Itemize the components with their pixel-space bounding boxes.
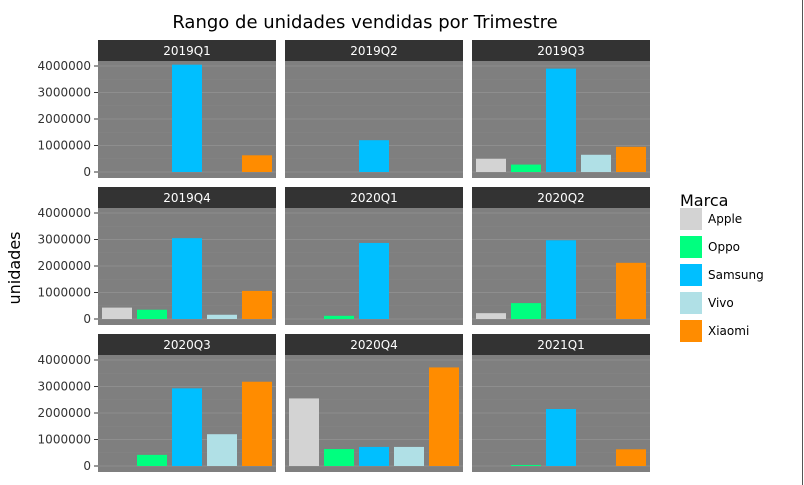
bar-2019q4-apple — [102, 307, 132, 319]
bar-2019q4-xiaomi — [242, 290, 272, 319]
legend-item-apple: Apple — [680, 208, 742, 230]
bar-2020q3-samsung — [172, 388, 202, 466]
y-tick-label: 2000000 — [38, 259, 91, 273]
y-axis: 0 1000000 2000000 3000000 4000000 — [38, 206, 98, 326]
bar-2019q2-samsung — [359, 140, 389, 172]
legend: Marca Apple Oppo Samsung Vivo Xiaomi — [680, 191, 764, 342]
bar-2020q3-oppo — [137, 454, 167, 466]
facet-panel-2020q4: 2020Q4 — [285, 334, 463, 472]
facet-strip-label: 2020Q4 — [350, 338, 398, 352]
y-axis: 0 1000000 2000000 3000000 4000000 — [38, 59, 98, 179]
legend-label: Oppo — [708, 240, 740, 254]
bar-2019q1-samsung — [172, 64, 202, 172]
legend-item-xiaomi: Xiaomi — [680, 320, 749, 342]
legend-swatch — [680, 292, 702, 314]
facet-strip-label: 2020Q2 — [537, 191, 585, 205]
legend-label: Apple — [708, 212, 742, 226]
facet-strip-label: 2019Q2 — [350, 44, 398, 58]
bar-2019q1-xiaomi — [242, 155, 272, 172]
bar-2019q3-vivo — [581, 154, 611, 172]
facet-strip-label: 2019Q1 — [163, 44, 211, 58]
y-tick-label: 1000000 — [38, 433, 91, 447]
bar-2019q4-vivo — [207, 314, 237, 319]
bar-2021q1-xiaomi — [616, 449, 646, 466]
facet-strip — [472, 334, 650, 355]
facet-panel-2020q1: 2020Q1 — [285, 187, 463, 325]
facet-panel-2021q1: 2021Q1 — [472, 334, 650, 472]
bar-2020q2-oppo — [511, 303, 541, 319]
facet-strip — [285, 187, 463, 208]
legend-swatch — [680, 208, 702, 230]
facet-strip — [98, 40, 276, 61]
bar-2020q3-xiaomi — [242, 381, 272, 466]
facet-panel-2020q3: 2020Q3 — [98, 334, 276, 472]
bar-2020q4-xiaomi — [429, 367, 459, 466]
y-tick-label: 0 — [83, 459, 91, 473]
bar-2020q2-apple — [476, 313, 506, 319]
y-tick-label: 1000000 — [38, 286, 91, 300]
y-tick-label: 2000000 — [38, 112, 91, 126]
bar-2019q4-samsung — [172, 238, 202, 319]
legend-item-samsung: Samsung — [680, 264, 764, 286]
facet-strip — [472, 40, 650, 61]
bar-2020q1-oppo — [324, 315, 354, 319]
y-axis: 0 1000000 2000000 3000000 4000000 — [38, 353, 98, 473]
bar-2019q3-xiaomi — [616, 146, 646, 172]
facet-strip-label: 2019Q4 — [163, 191, 211, 205]
bar-2019q4-oppo — [137, 309, 167, 319]
legend-item-vivo: Vivo — [680, 292, 734, 314]
y-tick-label: 0 — [83, 165, 91, 179]
legend-swatch — [680, 320, 702, 342]
bar-2021q1-samsung — [546, 409, 576, 466]
bar-2020q2-xiaomi — [616, 262, 646, 319]
bar-2019q3-samsung — [546, 68, 576, 172]
y-tick-label: 3000000 — [38, 86, 91, 100]
y-tick-label: 4000000 — [38, 59, 91, 73]
legend-swatch — [680, 264, 702, 286]
legend-items: Apple Oppo Samsung Vivo Xiaomi — [680, 208, 764, 342]
bar-2020q4-samsung — [359, 446, 389, 466]
y-tick-label: 4000000 — [38, 206, 91, 220]
y-tick-label: 3000000 — [38, 380, 91, 394]
bar-2020q4-vivo — [394, 446, 424, 466]
chart-title: Rango de unidades vendidas por Trimestre — [172, 12, 557, 33]
facet-strip — [285, 40, 463, 61]
facet-strip-label: 2020Q1 — [350, 191, 398, 205]
bar-2021q1-oppo — [511, 464, 541, 466]
legend-label: Vivo — [708, 296, 734, 310]
facet-panel-2019q4: 2019Q4 — [98, 187, 276, 325]
bar-2020q2-samsung — [546, 240, 576, 319]
facet-strip — [472, 187, 650, 208]
bar-2020q4-oppo — [324, 449, 354, 466]
facet-panel-2020q2: 2020Q2 — [472, 187, 650, 325]
y-tick-label: 4000000 — [38, 353, 91, 367]
facet-strip — [98, 187, 276, 208]
bar-2019q3-oppo — [511, 164, 541, 172]
facet-strip-label: 2021Q1 — [537, 338, 585, 352]
facet-panel-2019q1: 2019Q1 — [98, 40, 276, 178]
facet-panel-2019q2: 2019Q2 — [285, 40, 463, 178]
y-axis-label: unidades — [5, 231, 24, 304]
page-edge — [802, 0, 803, 485]
legend-title: Marca — [680, 191, 728, 210]
legend-item-oppo: Oppo — [680, 236, 740, 258]
y-tick-label: 3000000 — [38, 233, 91, 247]
facet-panels: 2019Q1 0 1000000 2000000 3000000 4000000 2019Q… — [38, 40, 650, 473]
facet-strip-label: 2020Q3 — [163, 338, 211, 352]
bar-2019q3-apple — [476, 158, 506, 172]
y-tick-label: 2000000 — [38, 406, 91, 420]
legend-label: Xiaomi — [708, 324, 749, 338]
y-tick-label: 1000000 — [38, 139, 91, 153]
facet-strip — [98, 334, 276, 355]
y-tick-label: 0 — [83, 312, 91, 326]
facet-strip — [285, 334, 463, 355]
legend-label: Samsung — [708, 268, 764, 282]
bar-2020q1-samsung — [359, 242, 389, 319]
legend-swatch — [680, 236, 702, 258]
facet-panel-2019q3: 2019Q3 — [472, 40, 650, 178]
bar-2020q4-apple — [289, 398, 319, 466]
facet-strip-label: 2019Q3 — [537, 44, 585, 58]
bar-2020q3-vivo — [207, 434, 237, 466]
